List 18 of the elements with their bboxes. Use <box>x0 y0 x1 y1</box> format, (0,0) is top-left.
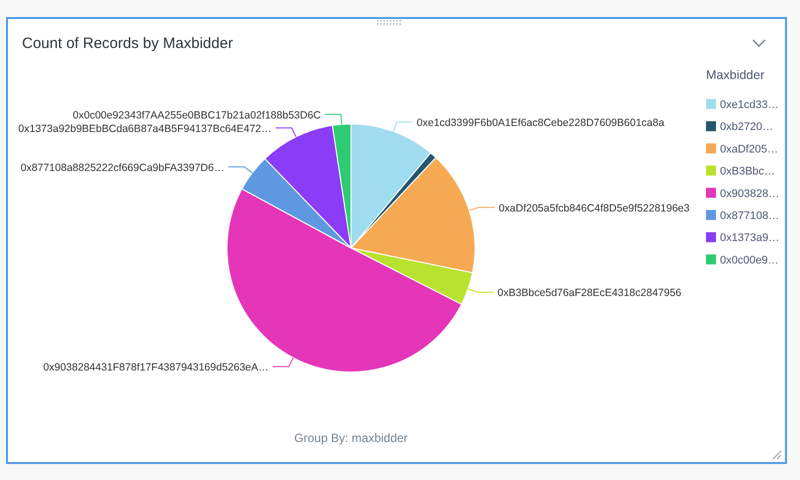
legend-title: Maxbidder <box>706 68 764 82</box>
legend-label: 0xe1cd33… <box>720 99 779 111</box>
text: Group By: maxbidder <box>294 431 408 445</box>
text: 0x1373a92b9BEbBCda6B87a4B5F94137Bc64E472… <box>18 122 272 135</box>
text: 0xe1cd3399F6b0A1Ef6ac8Cebe228D7609B601ca8a <box>416 117 664 130</box>
legend-label: 0x877108… <box>720 210 780 222</box>
chart-title: Count of Records by Maxbidder <box>22 35 233 52</box>
legend-label: 0xB3Bbc… <box>720 166 776 178</box>
text: 0xB3Bbce5d76aF28EcE4318c2847956 <box>498 287 682 300</box>
text: 0x9038284431F878f17F4387943169d5263eA… <box>43 362 269 374</box>
legend-label: 0xaDf205… <box>720 143 778 156</box>
legend-label: 0x1373a9… <box>720 232 780 244</box>
text: 0x0c00e92343f7AA255e0BBC17b21a02f188b53D6C <box>72 109 321 122</box>
text: 0x877108a8825222cf669Ca9bFA3397D6… <box>20 162 224 174</box>
text: 0xaDf205a5fcb846C4f8D5e9f5228196e3 <box>498 202 690 214</box>
legend-label: 0x903828… <box>720 188 780 200</box>
legend-label: 0x0c00e9… <box>720 254 779 266</box>
legend-label: 0xb2720… <box>720 121 774 134</box>
